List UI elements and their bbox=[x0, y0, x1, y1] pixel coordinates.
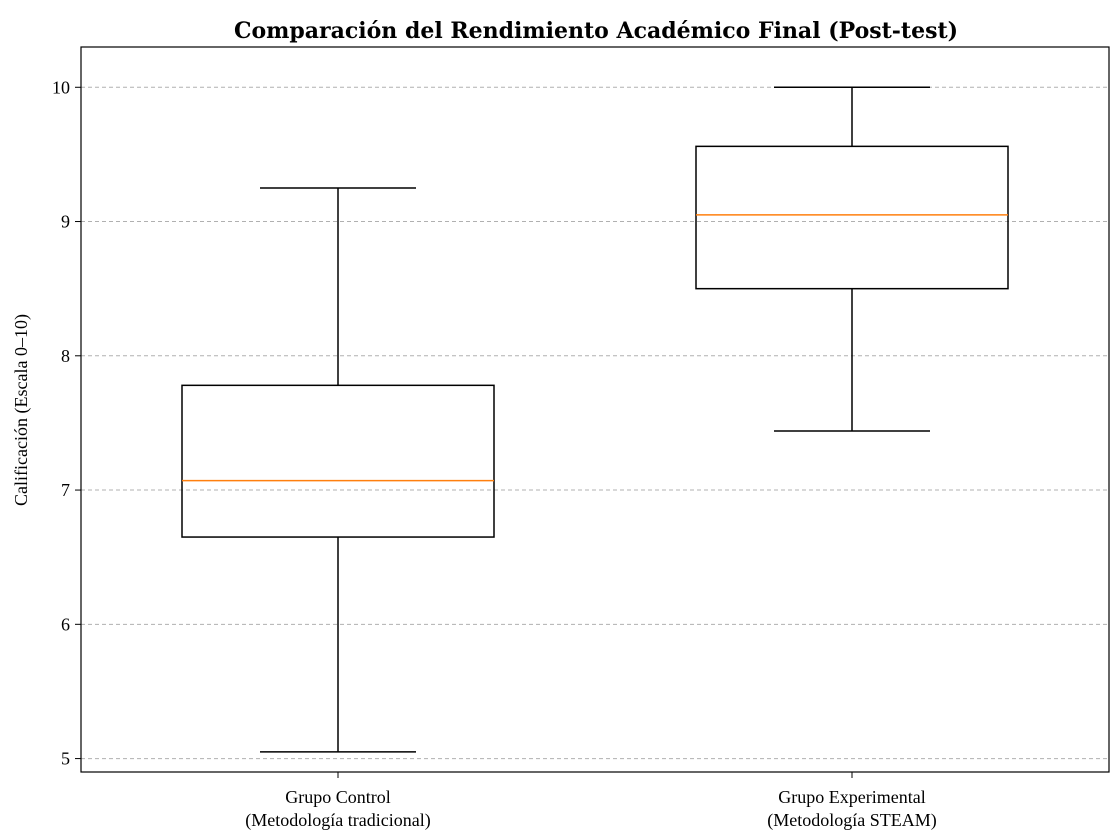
x-tick-sublabel: (Metodología tradicional) bbox=[245, 810, 430, 831]
y-tick-label: 10 bbox=[52, 77, 70, 97]
y-axis-label: Calificación (Escala 0–10) bbox=[11, 314, 32, 506]
y-tick-label: 5 bbox=[61, 749, 70, 769]
chart-title: Comparación del Rendimiento Académico Fi… bbox=[234, 18, 958, 44]
plot-frame bbox=[80, 46, 1110, 773]
x-tick-label: Grupo Control bbox=[285, 787, 391, 807]
y-tick-label: 7 bbox=[61, 480, 70, 500]
boxes bbox=[181, 86, 1009, 753]
iqr-box bbox=[181, 384, 495, 538]
y-tick-label: 8 bbox=[61, 346, 70, 366]
iqr-box bbox=[695, 145, 1009, 290]
y-tick-label: 6 bbox=[61, 614, 70, 634]
grid-lines bbox=[81, 86, 1109, 760]
y-axis-ticks: 5 6 7 8 9 10 bbox=[52, 77, 81, 769]
x-tick-sublabel: (Metodología STEAM) bbox=[767, 810, 936, 831]
y-tick-label: 9 bbox=[61, 212, 70, 232]
x-tick-label: Grupo Experimental bbox=[778, 787, 925, 807]
x-axis-ticks: Grupo Control (Metodología tradicional) Gr… bbox=[245, 772, 937, 831]
